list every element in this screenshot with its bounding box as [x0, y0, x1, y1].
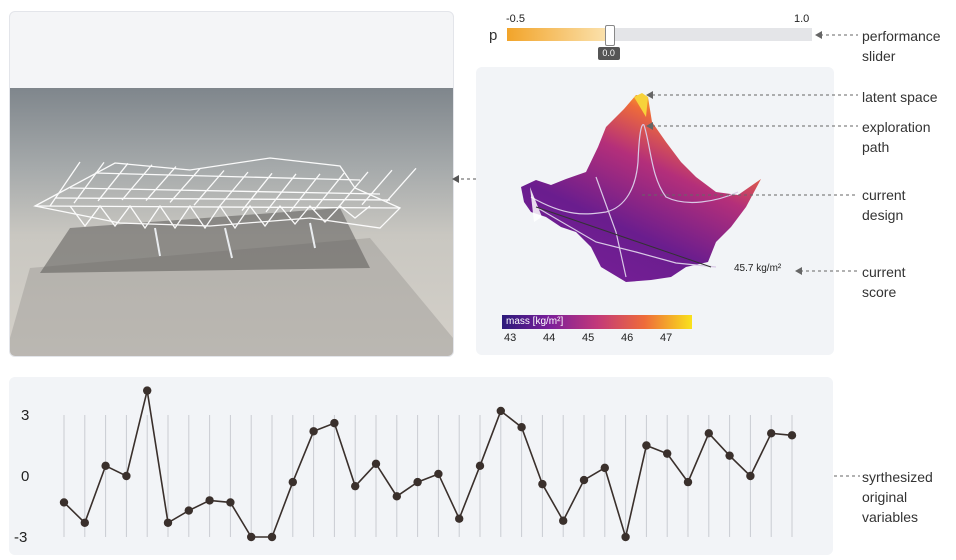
variables-line-chart[interactable]: 3 0 -3	[9, 377, 833, 555]
annotation-line: variables	[862, 509, 919, 525]
variable-point[interactable]	[600, 463, 609, 473]
variable-point[interactable]	[642, 441, 651, 450]
variable-point[interactable]	[267, 532, 277, 542]
variable-point[interactable]	[80, 518, 90, 527]
variable-point[interactable]	[205, 496, 214, 505]
score-label: 45.7 kg/m²	[734, 263, 782, 274]
colorbar-title: mass [kg/m²]	[506, 316, 564, 327]
latent-space-panel[interactable]: 45.7 kg/m² mass [kg/m²] 43 44 45 46 47	[476, 67, 834, 355]
annotation-line: performance	[862, 28, 941, 44]
latent-surface[interactable]	[476, 67, 834, 355]
annotation-line: design	[862, 207, 904, 223]
variable-point[interactable]	[704, 429, 713, 438]
colorbar-tick: 43	[504, 332, 517, 344]
original-variables-panel[interactable]: 3 0 -3	[9, 377, 833, 555]
variable-point[interactable]	[517, 423, 526, 432]
series-line	[63, 390, 793, 541]
exploration-path-line	[530, 124, 739, 215]
annotation-line: slider	[862, 48, 896, 64]
annotation-line: syrthesized	[862, 469, 933, 485]
slider-value-badge: 0.0	[597, 47, 620, 60]
annotation-line: latent space	[862, 89, 938, 105]
slider-fill	[507, 28, 609, 41]
current-design-marker	[530, 187, 542, 222]
slider-name: p	[489, 27, 498, 44]
design-viewport[interactable]	[9, 11, 454, 357]
variable-point[interactable]	[392, 492, 401, 501]
variable-point[interactable]	[475, 461, 485, 471]
colorbar: mass [kg/m²]	[502, 315, 692, 329]
slider-max-label: 1.0	[794, 13, 810, 25]
variable-point[interactable]	[746, 471, 755, 481]
variable-point[interactable]	[101, 461, 110, 471]
annotation-synthesized-variables: syrthesized original variables	[862, 467, 933, 527]
variable-point[interactable]	[621, 532, 630, 542]
slider-min-label: -0.5	[506, 13, 525, 25]
colorbar-tick: 44	[543, 332, 556, 344]
annotation-arrows	[640, 31, 858, 275]
variable-point[interactable]	[247, 532, 256, 542]
variable-point[interactable]	[787, 431, 797, 440]
annotation-line: exploration	[862, 119, 931, 135]
annotation-line: path	[862, 139, 890, 155]
variable-point[interactable]	[725, 451, 734, 460]
variable-point[interactable]	[143, 386, 152, 395]
variable-point[interactable]	[663, 449, 672, 458]
y-tick-label: 0	[21, 468, 29, 485]
variable-point[interactable]	[767, 429, 776, 438]
annotation-line: score	[862, 284, 897, 300]
variable-point[interactable]	[413, 477, 422, 487]
variable-point[interactable]	[122, 471, 131, 481]
variable-point[interactable]	[496, 406, 505, 416]
annotation-performance-slider: performance slider	[862, 26, 941, 66]
variable-point[interactable]	[309, 427, 318, 436]
colorbar-tick: 47	[660, 332, 673, 344]
performance-slider[interactable]	[507, 25, 812, 46]
latent-surface-mesh	[521, 95, 761, 282]
colorbar-tick: 45	[582, 332, 595, 344]
variable-point[interactable]	[351, 481, 360, 491]
variable-point[interactable]	[559, 516, 568, 525]
variable-point[interactable]	[455, 514, 464, 523]
colorbar-tick: 46	[621, 332, 634, 344]
variable-point[interactable]	[163, 518, 173, 527]
annotation-line: current	[862, 264, 906, 280]
y-tick-label: 3	[21, 407, 29, 424]
variable-point[interactable]	[538, 479, 547, 489]
annotation-current-score: current score	[862, 262, 906, 302]
variable-point[interactable]	[683, 477, 693, 487]
variable-point[interactable]	[371, 459, 381, 468]
variable-point[interactable]	[59, 498, 69, 507]
annotation-latent-space: latent space	[862, 87, 938, 107]
variable-point[interactable]	[226, 498, 235, 507]
variable-point[interactable]	[330, 418, 339, 428]
slider-value-text: 0.0	[602, 48, 615, 58]
render-scene	[10, 88, 453, 356]
y-tick-label: -3	[14, 529, 27, 546]
annotation-exploration-path: exploration path	[862, 117, 931, 157]
annotation-line: current	[862, 187, 906, 203]
variable-point[interactable]	[579, 475, 589, 485]
slider-handle[interactable]	[604, 25, 615, 46]
variable-point[interactable]	[434, 469, 443, 479]
variable-point[interactable]	[288, 477, 297, 487]
annotation-line: original	[862, 489, 908, 505]
variable-point[interactable]	[184, 506, 193, 515]
roof-structure-render	[10, 157, 453, 356]
annotation-current-design: current design	[862, 185, 906, 225]
